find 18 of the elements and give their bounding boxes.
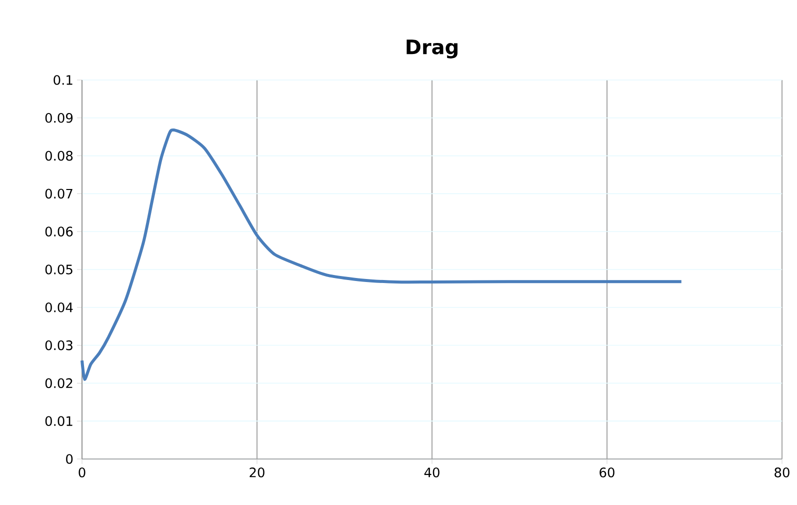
x-tick-label: 40 (424, 468, 440, 478)
y-tick-label: 0.01 (45, 416, 72, 426)
y-tick-label: 0.06 (45, 226, 73, 237)
y-tick-label: 0.07 (45, 188, 72, 199)
chart-title: Drag (406, 40, 458, 58)
y-tick-label: 0.09 (45, 112, 73, 123)
x-tick-label: 80 (774, 468, 790, 478)
y-tick-label: 0.03 (45, 340, 72, 350)
y-tick-label: 0 (66, 454, 73, 464)
line-series (80, 128, 683, 381)
y-tick-label: 0.08 (45, 150, 73, 161)
y-tick-label: 0.05 (45, 264, 72, 274)
y-tick-label: 0.04 (45, 302, 73, 312)
y-tick-label: 0.02 (45, 378, 72, 388)
x-tick-label: 60 (600, 468, 614, 478)
y-tick-label: 0.1 (54, 75, 72, 85)
x-tick-label: 0 (78, 468, 86, 478)
x-tick-label: 20 (250, 468, 264, 478)
